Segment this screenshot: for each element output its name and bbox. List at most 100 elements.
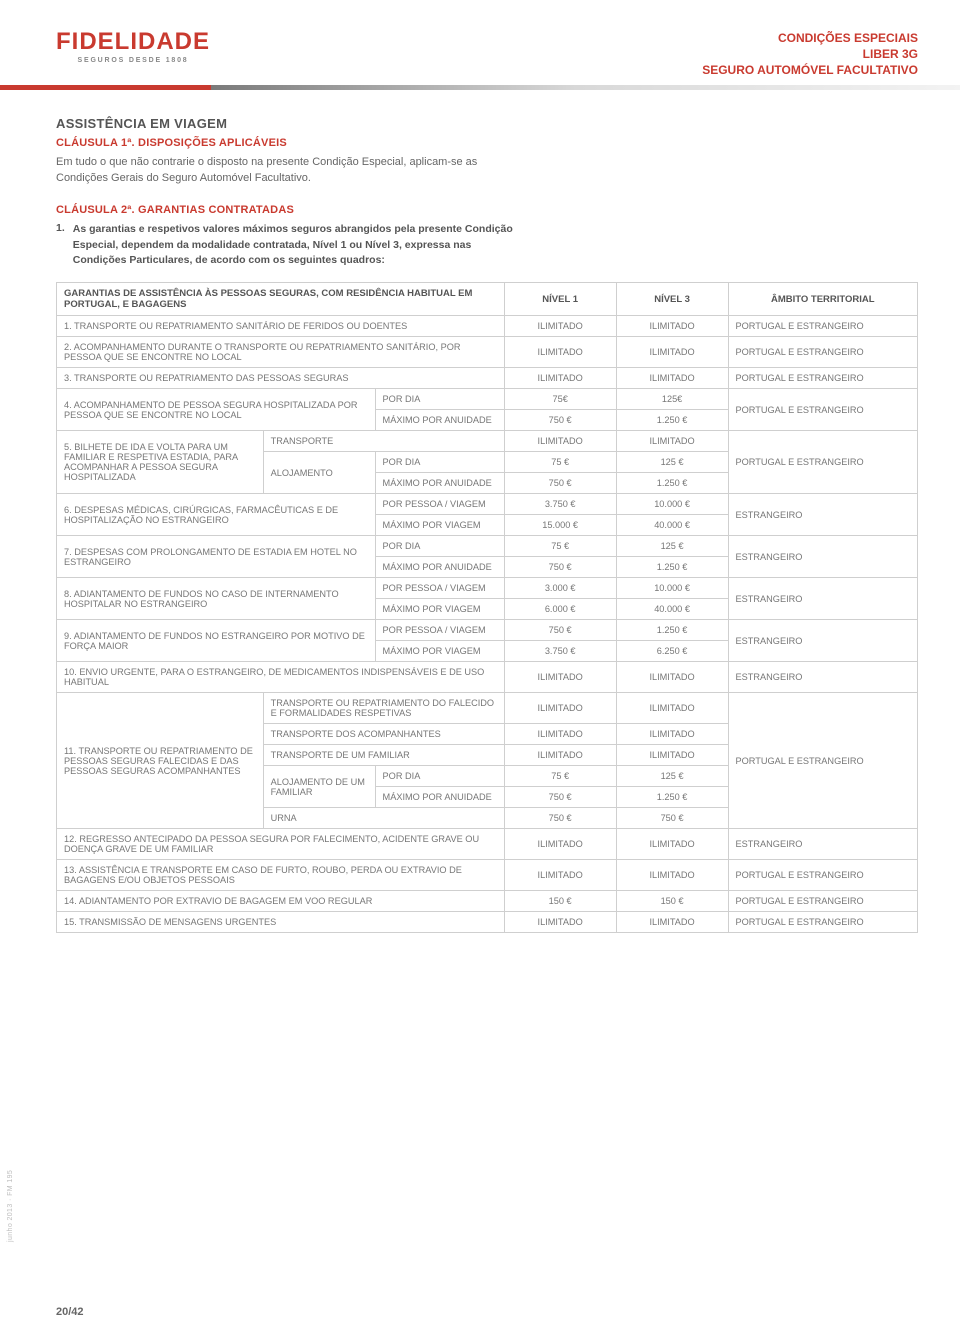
cell-n1: ILIMITADO — [504, 431, 616, 452]
cell-n1: 150 € — [504, 891, 616, 912]
cell-n1: 3.750 € — [504, 494, 616, 515]
cell-sub: POR DIA — [375, 452, 504, 473]
table-row: 7. DESPESAS COM PROLONGAMENTO DE ESTADIA… — [57, 536, 918, 557]
cell-n3: 125 € — [616, 452, 728, 473]
page: FIDELIDADE SEGUROS DESDE 1808 CONDIÇÕES … — [0, 0, 960, 1342]
cell-n1: ILIMITADO — [504, 662, 616, 693]
row-desc: 5. BILHETE DE IDA E VOLTA PARA UM FAMILI… — [57, 431, 264, 494]
row-desc: 9. ADIANTAMENTO DE FUNDOS NO ESTRANGEIRO… — [57, 620, 376, 662]
row-desc: 14. ADIANTAMENTO POR EXTRAVIO DE BAGAGEM… — [57, 891, 505, 912]
cell-sub: MÁXIMO POR VIAGEM — [375, 641, 504, 662]
cell-n3: 750 € — [616, 808, 728, 829]
clause-1-title: CLÁUSULA 1ª. DISPOSIÇÕES APLICÁVEIS — [56, 137, 918, 149]
cell-scope: PORTUGAL E ESTRANGEIRO — [728, 389, 917, 431]
cell-n1: 3.000 € — [504, 578, 616, 599]
cell-scope: PORTUGAL E ESTRANGEIRO — [728, 860, 917, 891]
cell-n1: ILIMITADO — [504, 337, 616, 368]
row-desc: 10. ENVIO URGENTE, PARA O ESTRANGEIRO, D… — [57, 662, 505, 693]
cell-n3: 1.250 € — [616, 620, 728, 641]
cell-n3: ILIMITADO — [616, 316, 728, 337]
cell-n1: ILIMITADO — [504, 724, 616, 745]
cell-scope: ESTRANGEIRO — [728, 494, 917, 536]
cell-n1: 6.000 € — [504, 599, 616, 620]
th-desc: GARANTIAS DE ASSISTÊNCIA ÀS PESSOAS SEGU… — [57, 283, 505, 316]
clause-1-body: Em tudo o que não contrarie o disposto n… — [56, 155, 496, 187]
cell-sub: TRANSPORTE DE UM FAMILIAR — [263, 745, 504, 766]
table-row: 1. TRANSPORTE OU REPATRIAMENTO SANITÁRIO… — [57, 316, 918, 337]
cell-n3: ILIMITADO — [616, 745, 728, 766]
cell-sub: POR PESSOA / VIAGEM — [375, 620, 504, 641]
cell-n3: 1.250 € — [616, 410, 728, 431]
cell-sub: MÁXIMO POR VIAGEM — [375, 599, 504, 620]
cell-n1: 75€ — [504, 389, 616, 410]
cell-scope: ESTRANGEIRO — [728, 536, 917, 578]
cell-scope: PORTUGAL E ESTRANGEIRO — [728, 368, 917, 389]
header-line-2: LIBER 3G — [702, 46, 918, 62]
clause-2-num: 1. — [56, 222, 65, 268]
cell-sub: POR PESSOA / VIAGEM — [375, 578, 504, 599]
table-header-row: GARANTIAS DE ASSISTÊNCIA ÀS PESSOAS SEGU… — [57, 283, 918, 316]
cell-scope: ESTRANGEIRO — [728, 662, 917, 693]
table-row: 11. TRANSPORTE OU REPATRIAMENTO DE PESSO… — [57, 693, 918, 724]
row-desc: 15. TRANSMISSÃO DE MENSAGENS URGENTES — [57, 912, 505, 933]
header-line-1: CONDIÇÕES ESPECIAIS — [702, 30, 918, 46]
cell-n3: ILIMITADO — [616, 431, 728, 452]
table-row: 4. ACOMPANHAMENTO DE PESSOA SEGURA HOSPI… — [57, 389, 918, 410]
brand-name: FIDELIDADE — [56, 30, 210, 54]
brand-logo: FIDELIDADE SEGUROS DESDE 1808 — [56, 30, 210, 64]
cell-scope: PORTUGAL E ESTRANGEIRO — [728, 891, 917, 912]
row-desc: 3. TRANSPORTE OU REPATRIAMENTO DAS PESSO… — [57, 368, 505, 389]
th-ambito: ÂMBITO TERRITORIAL — [728, 283, 917, 316]
cell-scope: ESTRANGEIRO — [728, 829, 917, 860]
cell-n1: 750 € — [504, 808, 616, 829]
cell-scope: PORTUGAL E ESTRANGEIRO — [728, 912, 917, 933]
doc-header: CONDIÇÕES ESPECIAIS LIBER 3G SEGURO AUTO… — [702, 30, 918, 79]
cell-n1: 750 € — [504, 557, 616, 578]
cell-n3: ILIMITADO — [616, 693, 728, 724]
table-row: 10. ENVIO URGENTE, PARA O ESTRANGEIRO, D… — [57, 662, 918, 693]
row-desc: 12. REGRESSO ANTECIPADO DA PESSOA SEGURA… — [57, 829, 505, 860]
cell-n1: 750 € — [504, 620, 616, 641]
row-desc: 2. ACOMPANHAMENTO DURANTE O TRANSPORTE O… — [57, 337, 505, 368]
cell-sub: POR DIA — [375, 389, 504, 410]
cell-n1: ILIMITADO — [504, 912, 616, 933]
guarantees-table: GARANTIAS DE ASSISTÊNCIA ÀS PESSOAS SEGU… — [56, 282, 918, 933]
divider-bar — [0, 85, 960, 90]
cell-n1: ILIMITADO — [504, 829, 616, 860]
cell-sub: TRANSPORTE — [263, 431, 504, 452]
table-row: 8. ADIANTAMENTO DE FUNDOS NO CASO DE INT… — [57, 578, 918, 599]
table-row: 14. ADIANTAMENTO POR EXTRAVIO DE BAGAGEM… — [57, 891, 918, 912]
cell-n3: ILIMITADO — [616, 662, 728, 693]
cell-sub: ALOJAMENTO DE UM FAMILIAR — [263, 766, 375, 808]
table-row: 5. BILHETE DE IDA E VOLTA PARA UM FAMILI… — [57, 431, 918, 452]
cell-sub: TRANSPORTE DOS ACOMPANHANTES — [263, 724, 504, 745]
table-row: 6. DESPESAS MÉDICAS, CIRÚRGICAS, FARMACÊ… — [57, 494, 918, 515]
cell-sub: TRANSPORTE OU REPATRIAMENTO DO FALECIDO … — [263, 693, 504, 724]
cell-n3: 40.000 € — [616, 599, 728, 620]
section-title: ASSISTÊNCIA EM VIAGEM — [56, 116, 918, 131]
cell-n1: 750 € — [504, 787, 616, 808]
cell-n1: ILIMITADO — [504, 693, 616, 724]
cell-n3: 125€ — [616, 389, 728, 410]
cell-sub: URNA — [263, 808, 504, 829]
cell-sub: POR DIA — [375, 536, 504, 557]
cell-n3: 10.000 € — [616, 578, 728, 599]
table-row: 12. REGRESSO ANTECIPADO DA PESSOA SEGURA… — [57, 829, 918, 860]
cell-n3: ILIMITADO — [616, 829, 728, 860]
cell-n3: ILIMITADO — [616, 912, 728, 933]
cell-n1: 750 € — [504, 410, 616, 431]
clause-2-title: CLÁUSULA 2ª. GARANTIAS CONTRATADAS — [56, 204, 918, 216]
cell-n1: 75 € — [504, 766, 616, 787]
cell-n3: 40.000 € — [616, 515, 728, 536]
cell-n3: 125 € — [616, 766, 728, 787]
cell-n3: 1.250 € — [616, 473, 728, 494]
cell-n3: 1.250 € — [616, 787, 728, 808]
th-nivel3: NÍVEL 3 — [616, 283, 728, 316]
cell-n3: 150 € — [616, 891, 728, 912]
header-line-3: SEGURO AUTOMÓVEL FACULTATIVO — [702, 62, 918, 78]
cell-n3: ILIMITADO — [616, 337, 728, 368]
clause-2-item: 1. As garantias e respetivos valores máx… — [56, 222, 516, 268]
table-row: 2. ACOMPANHAMENTO DURANTE O TRANSPORTE O… — [57, 337, 918, 368]
table-row: 15. TRANSMISSÃO DE MENSAGENS URGENTES IL… — [57, 912, 918, 933]
cell-scope: ESTRANGEIRO — [728, 578, 917, 620]
